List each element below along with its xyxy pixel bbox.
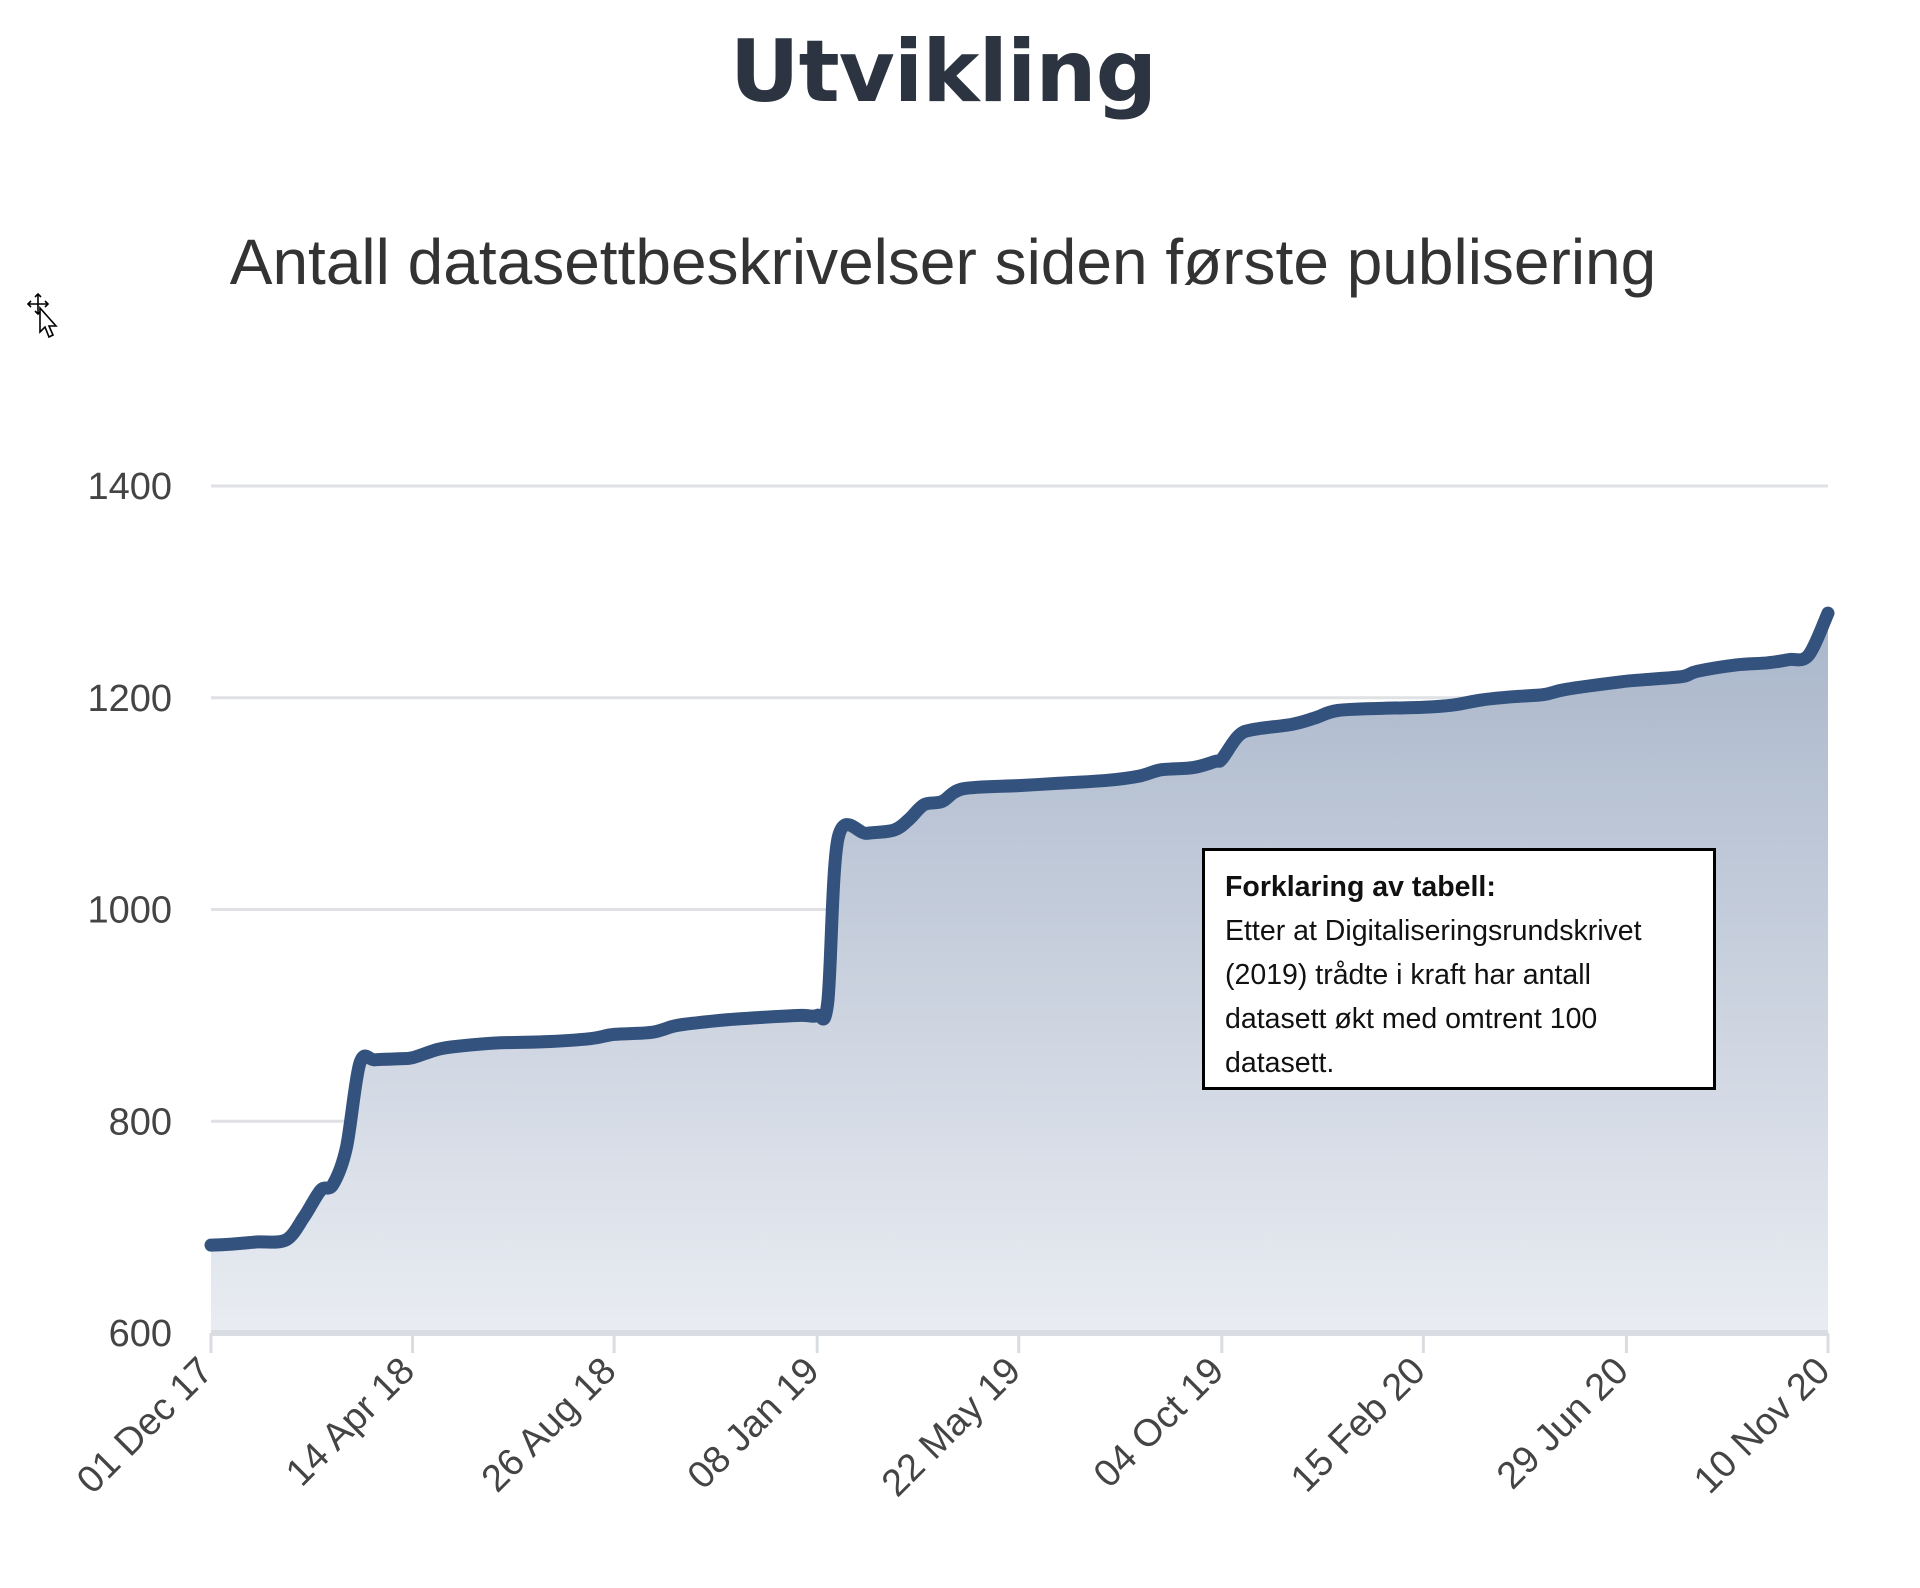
y-tick-label: 600	[109, 1313, 172, 1355]
y-tick-label: 1400	[87, 466, 172, 508]
x-tick-label: 14 Apr 18	[278, 1350, 423, 1495]
x-axis	[209, 1330, 1830, 1353]
x-tick-label: 15 Feb 20	[1283, 1350, 1434, 1501]
y-tick-label: 1200	[87, 678, 172, 720]
annotation-box: Forklaring av tabell: Etter at Digitalis…	[1202, 848, 1716, 1090]
move-cursor-icon	[26, 292, 58, 339]
chart-title: Antall datasettbeskrivelser siden første…	[230, 226, 1656, 298]
x-tick-label: 01 Dec 17	[69, 1350, 221, 1502]
x-tick-label: 29 Jun 20	[1489, 1350, 1637, 1498]
x-axis-labels: 01 Dec 17 14 Apr 18 26 Aug 18 08 Jan 19 22 M…	[69, 1350, 1838, 1505]
y-tick-label: 800	[109, 1101, 172, 1143]
x-tick-label: 04 Oct 19	[1086, 1350, 1232, 1496]
page-title: Utvikling	[729, 22, 1157, 122]
annotation-body: Etter at Digitaliseringsrundskrivet (201…	[1225, 915, 1642, 1079]
x-tick-label: 26 Aug 18	[474, 1350, 625, 1501]
series-line	[204, 606, 1835, 1252]
y-axis: 600 800 1000 1200 1400	[87, 466, 172, 1355]
x-tick-label: 10 Nov 20	[1686, 1350, 1838, 1502]
annotation-heading: Forklaring av tabell:	[1225, 871, 1496, 903]
x-tick-label: 22 May 19	[874, 1350, 1029, 1505]
series-area	[211, 613, 1828, 1333]
x-tick-label: 08 Jan 19	[680, 1350, 828, 1498]
y-tick-label: 1000	[87, 890, 172, 932]
